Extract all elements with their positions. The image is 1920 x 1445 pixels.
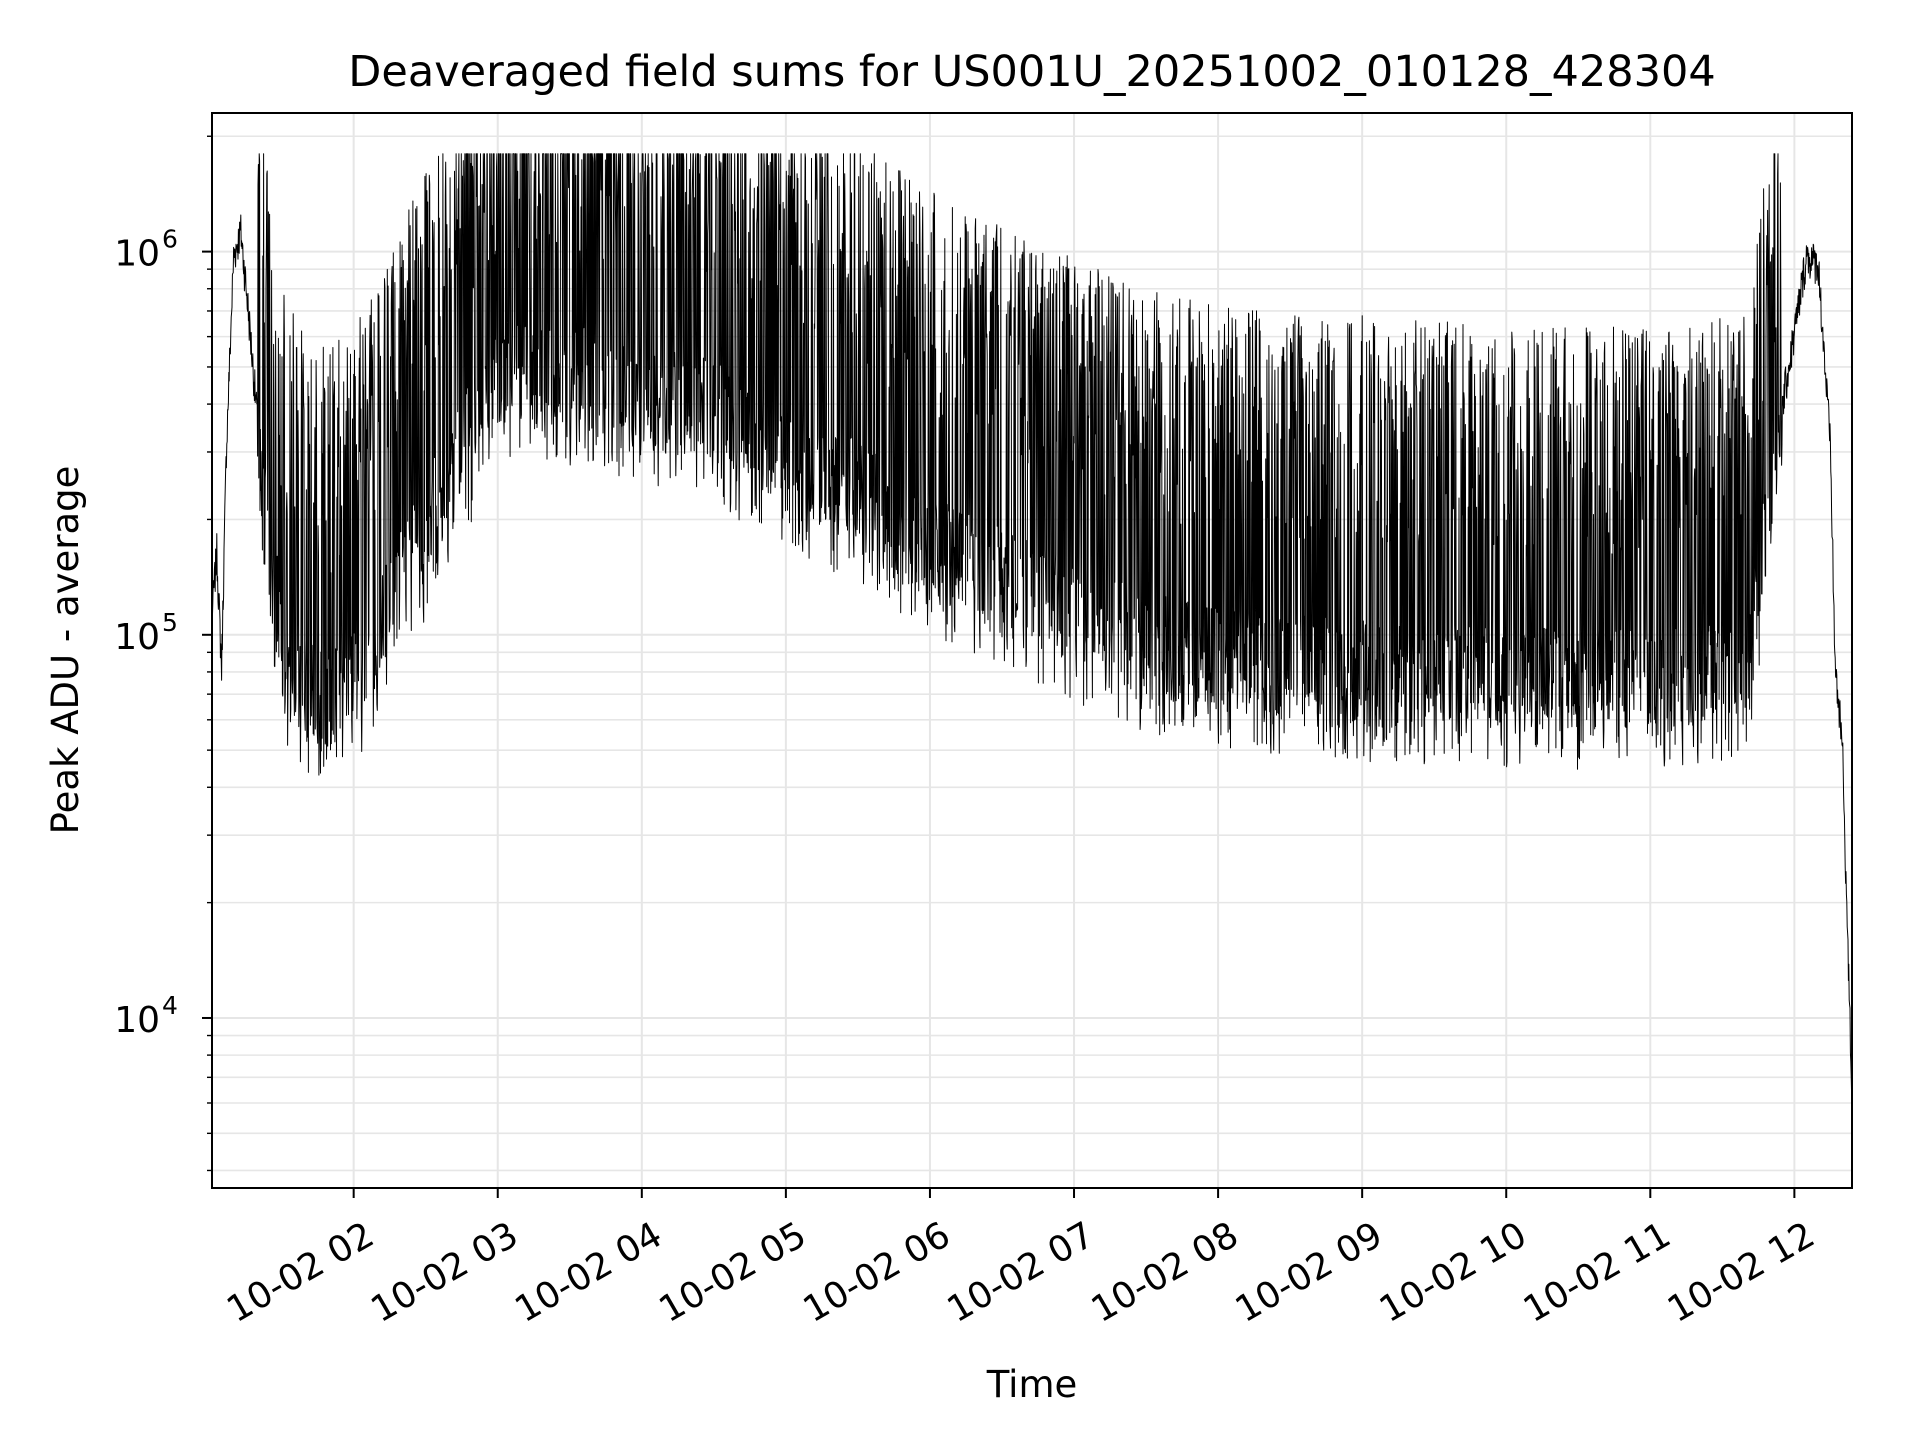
- x-tick-label: 10-02 09: [1229, 1214, 1390, 1330]
- x-tick-label: 10-02 08: [1085, 1214, 1246, 1330]
- x-tick-label: 10-02 06: [797, 1214, 958, 1330]
- y-tick-base: 10: [114, 234, 160, 275]
- x-tick-label: 10-02 11: [1517, 1214, 1678, 1330]
- y-tick-exponent: 4: [162, 991, 178, 1020]
- x-tick-label: 10-02 03: [364, 1214, 525, 1330]
- series-layer: [211, 153, 1853, 1103]
- x-tick-label: 10-02 12: [1661, 1214, 1822, 1330]
- y-tick-base: 10: [114, 617, 160, 658]
- x-tick-label: 10-02 02: [220, 1214, 381, 1330]
- plot-frame: [211, 112, 1853, 1189]
- chart-title: Deaveraged field sums for US001U_2025100…: [348, 47, 1715, 97]
- series-line: [211, 153, 1853, 1103]
- x-tick-label: 10-02 10: [1373, 1214, 1534, 1330]
- y-axis-label: Peak ADU - average: [44, 466, 87, 835]
- x-tick-label: 10-02 07: [941, 1214, 1102, 1330]
- y-tick-label: 10: [114, 234, 160, 275]
- x-tick-label: 10-02 04: [508, 1214, 669, 1330]
- y-tick-exponent: 6: [162, 225, 178, 254]
- y-tick-label: 10: [114, 617, 160, 658]
- x-tick-label: 10-02 05: [653, 1214, 814, 1330]
- x-axis-label: Time: [986, 1363, 1078, 1406]
- y-tick-exponent: 5: [162, 608, 178, 637]
- y-tick-label: 10: [114, 1000, 160, 1041]
- y-tick-base: 10: [114, 1000, 160, 1041]
